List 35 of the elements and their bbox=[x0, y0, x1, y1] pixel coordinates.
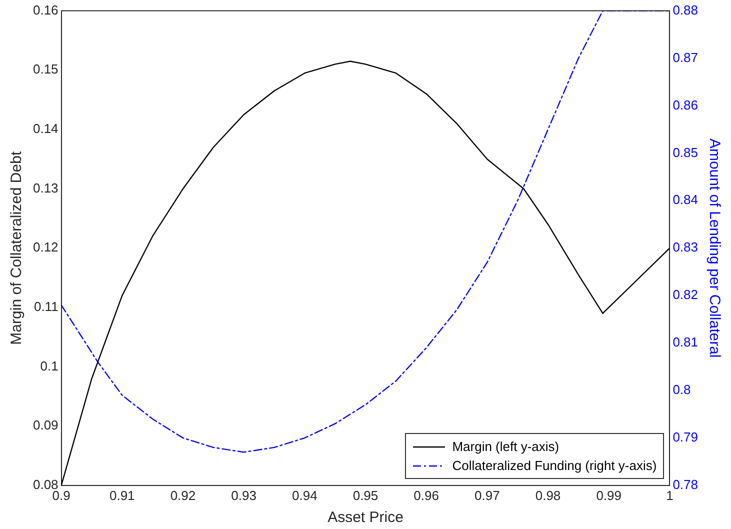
x-tick-label: 0.97 bbox=[474, 488, 500, 503]
y-tick-label: 0.16 bbox=[32, 2, 58, 18]
y2-tick-label: 0.83 bbox=[672, 240, 698, 255]
y-tick-label: 0.14 bbox=[32, 121, 58, 136]
y2-tick-label: 0.84 bbox=[672, 192, 698, 208]
y2-tick-label: 0.85 bbox=[672, 144, 698, 160]
y2-tick-label: 0.8 bbox=[672, 382, 691, 398]
y2-tick-label: 0.79 bbox=[672, 430, 698, 445]
y-tick-label: 0.08 bbox=[32, 476, 58, 492]
y2-tick-label: 0.82 bbox=[672, 287, 698, 302]
y2-tick-label: 0.86 bbox=[672, 97, 698, 112]
y2-tick-label: 0.81 bbox=[672, 334, 698, 350]
x-tick-label: 0.94 bbox=[292, 488, 318, 503]
x-tick-label: 0.98 bbox=[535, 488, 561, 503]
legend-label: Margin (left y-axis) bbox=[452, 438, 560, 456]
x-tick-label: 0.92 bbox=[170, 488, 196, 503]
y-tick-label: 0.09 bbox=[32, 418, 58, 433]
y-tick-label: 0.11 bbox=[34, 299, 58, 314]
x-axis-title: Asset Price bbox=[328, 509, 404, 526]
x-tick-label: 0.93 bbox=[231, 488, 256, 503]
y-tick-label: 0.12 bbox=[32, 240, 58, 255]
x-tick-label: 0.91 bbox=[109, 488, 135, 503]
y2-tick-label: 0.88 bbox=[672, 2, 698, 18]
legend-label: Collateralized Funding (right y-axis) bbox=[452, 457, 657, 476]
x-tick-label: 0.99 bbox=[596, 488, 622, 503]
x-tick-label: 1 bbox=[666, 488, 674, 503]
x-tick-label: 0.96 bbox=[414, 488, 439, 503]
y2-tick-label: 0.78 bbox=[672, 476, 698, 492]
y-axis-title: Margin of Collateralized Debt bbox=[8, 150, 26, 345]
y2-axis-title: Amount of Lending per Collateral bbox=[706, 138, 723, 358]
y-tick-label: 0.15 bbox=[32, 62, 58, 77]
y-tick-label: 0.1 bbox=[40, 358, 58, 374]
y2-tick-label: 0.87 bbox=[672, 50, 698, 65]
y-tick-label: 0.13 bbox=[32, 180, 58, 196]
x-tick-label: 0.95 bbox=[352, 488, 378, 503]
